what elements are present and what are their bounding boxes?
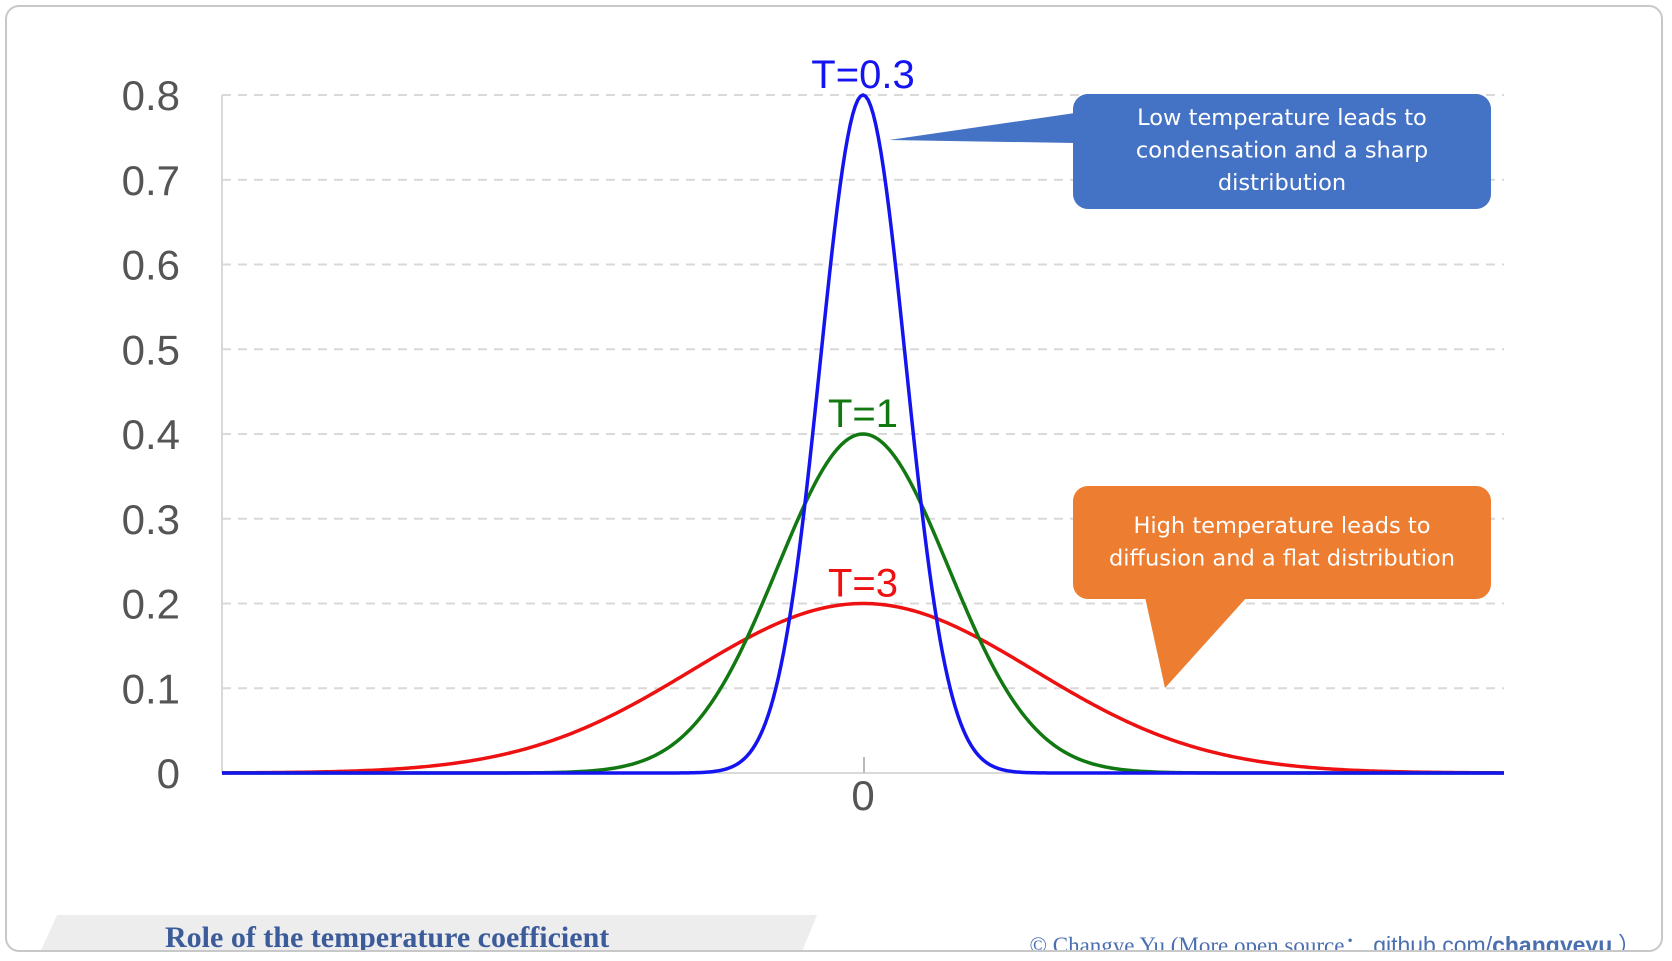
x-tick-label-0: 0 [851,772,874,819]
y-tick-label-0: 0 [157,750,180,797]
github-link[interactable]: github.com/changyeyu [1373,932,1613,952]
author-credit: © Changye Yu (More open source： github.c… [1029,926,1641,952]
credit-suffix: ） [1618,933,1641,952]
callout-high-temperature: High temperature leads to diffusion and a… [1073,486,1491,688]
series-label-t-3: T=3 [828,562,898,606]
footer-band [37,915,817,952]
chart-caption: Role of the temperature coefficient [165,921,610,952]
callout-text-line: Low temperature leads to [1137,105,1427,131]
callout-text-line: condensation and a sharp [1136,138,1428,164]
callout-text-line: diffusion and a flat distribution [1109,546,1455,572]
callout-box [1073,94,1491,209]
callout-box [1073,486,1491,599]
y-tick-label-0.7: 0.7 [122,157,180,204]
series-label-t-1: T=1 [828,392,898,436]
github-link-user: changyeyu [1492,932,1613,952]
y-tick-label-0.2: 0.2 [122,581,180,628]
callout-text-line: distribution [1218,170,1346,196]
callout-pointer [1145,597,1247,688]
callout-text-line: High temperature leads to [1133,513,1430,539]
chart-plot: 0 0.1 0.2 0.3 0.4 0.5 0.6 0.7 0.8 0 Low temperat… [122,53,1505,819]
y-tick-label-0.8: 0.8 [122,72,180,119]
y-tick-label-0.6: 0.6 [122,242,180,289]
github-link-host: github.com/ [1373,932,1493,952]
y-tick-label-0.5: 0.5 [122,326,180,373]
series-line-t-0-3 [222,93,1504,775]
series-label-t-0-3: T=0.3 [811,53,914,97]
y-tick-label-0.4: 0.4 [122,411,180,458]
y-tick-label-0.3: 0.3 [122,496,180,543]
chart-frame: 0 0.1 0.2 0.3 0.4 0.5 0.6 0.7 0.8 0 Low temperat… [5,5,1663,952]
callout-pointer [889,113,1075,143]
callout-low-temperature: Low temperature leads to condensation and… [889,94,1491,209]
y-tick-label-0.1: 0.1 [122,665,180,712]
credit-prefix: © Changye Yu (More open source： [1029,933,1368,952]
series-line-t-3 [221,601,1505,775]
